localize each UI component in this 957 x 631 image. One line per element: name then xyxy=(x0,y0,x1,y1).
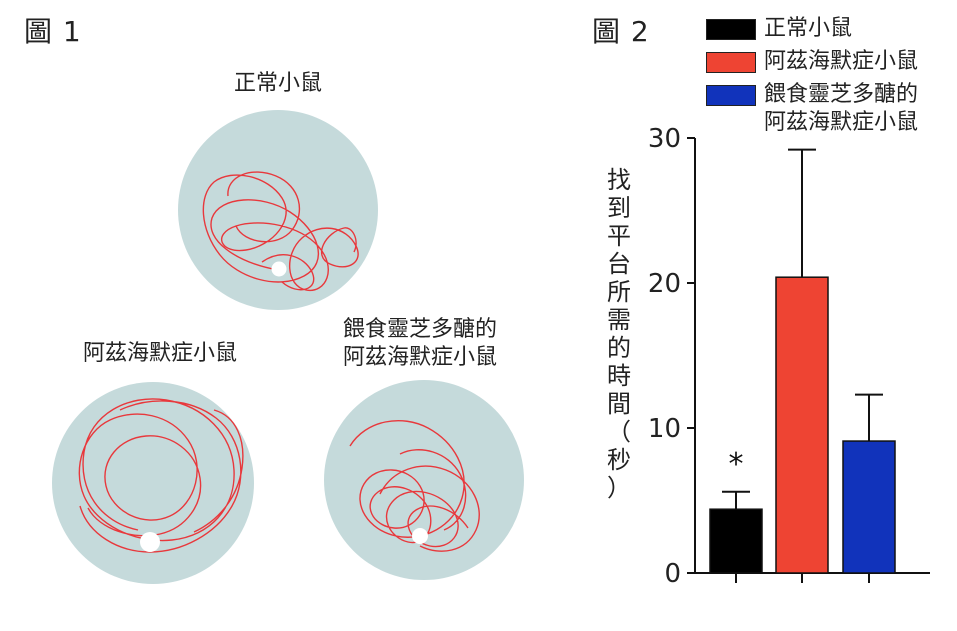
bar-0 xyxy=(709,508,763,574)
pool-normal-path xyxy=(202,171,359,291)
pool-treated-label-line1: 餵食靈芝多醣的 xyxy=(342,317,497,342)
legend-text-treated-line1: 餵食靈芝多醣的 xyxy=(764,82,919,107)
pool-normal-label: 正常小鼠 xyxy=(233,71,322,96)
pool-alzheimer-platform xyxy=(140,532,160,552)
y-tick-label: 0 xyxy=(664,559,681,589)
pool-normal-platform xyxy=(271,261,287,277)
y-axis-label-char: 所 xyxy=(607,278,631,306)
pool-treated-path xyxy=(349,420,480,552)
figure2-label: 圖 2 xyxy=(592,15,650,48)
pool-normal-water xyxy=(178,110,378,310)
pool-alzheimer-water xyxy=(52,382,254,584)
y-tick-label: 10 xyxy=(648,414,681,444)
maze-pools xyxy=(52,110,524,584)
y-axis-label-char: 需 xyxy=(607,306,631,334)
bar-chart: 0 10 20 30 * xyxy=(648,124,930,589)
bar-2 xyxy=(842,440,896,574)
y-axis-label-char: 平 xyxy=(607,222,631,250)
y-axis-label-char: 到 xyxy=(607,194,631,222)
legend-text-treated-line2: 阿茲海默症小鼠 xyxy=(764,110,919,135)
pool-treated-platform xyxy=(412,528,428,544)
y-axis-label-char: 的 xyxy=(607,334,631,362)
pool-alzheimer-path xyxy=(78,398,244,553)
legend-swatch-treated xyxy=(706,85,756,106)
figure1-label: 圖 1 xyxy=(24,15,82,48)
y-tick-label: 20 xyxy=(648,269,681,299)
legend-swatch-normal xyxy=(706,19,756,40)
y-axis-label-char: （ xyxy=(607,418,631,446)
pool-treated-water xyxy=(324,380,524,580)
y-axis-label-char: 間 xyxy=(607,390,631,418)
y-axis-label-char: ） xyxy=(607,474,631,502)
pool-treated xyxy=(324,380,524,580)
y-axis-label-char: 找 xyxy=(607,166,631,194)
bar-1 xyxy=(775,276,829,574)
y-axis-label-char: 時 xyxy=(607,362,631,390)
y-tick-label: 30 xyxy=(648,124,681,154)
pool-normal xyxy=(178,110,378,310)
y-axis-label-char: 秒 xyxy=(607,446,631,474)
pool-alzheimer-label: 阿茲海默症小鼠 xyxy=(82,341,237,366)
legend-swatch-alzheimer xyxy=(706,52,756,73)
y-axis-label-char: 台 xyxy=(607,250,631,278)
pool-treated-label-line2: 阿茲海默症小鼠 xyxy=(342,345,497,370)
y-axis-label: 找到平台所需的時間（秒） xyxy=(602,166,636,502)
legend-text-alzheimer: 阿茲海默症小鼠 xyxy=(764,49,919,74)
pool-alzheimer xyxy=(52,382,254,584)
significance-annotation: * xyxy=(729,447,744,482)
legend-text-normal: 正常小鼠 xyxy=(764,16,853,41)
